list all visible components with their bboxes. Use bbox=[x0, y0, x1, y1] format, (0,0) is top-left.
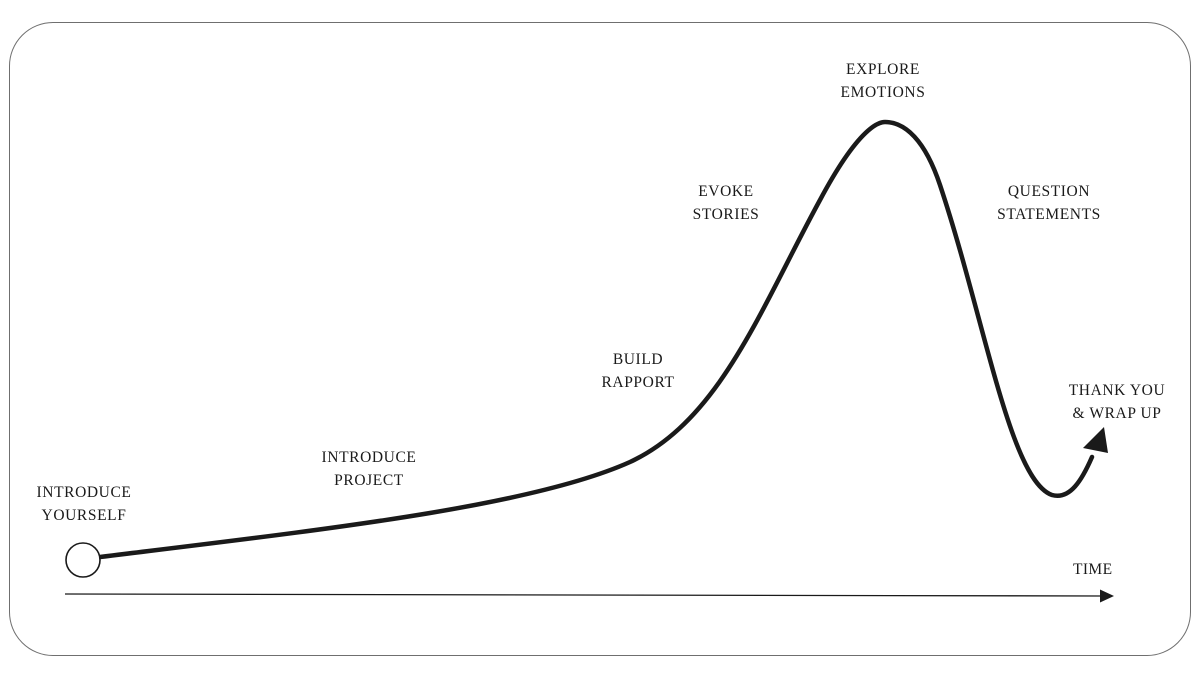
time-axis-line bbox=[64, 593, 1104, 597]
stage-thank-you-wrap-up: THANK YOU & WRAP UP bbox=[1069, 379, 1166, 425]
stage-question-statements: QUESTION STATEMENTS bbox=[997, 180, 1101, 226]
stage-line: INTRODUCE bbox=[321, 449, 417, 466]
start-circle bbox=[65, 542, 101, 578]
stage-evoke-stories: EVOKE STORIES bbox=[693, 180, 760, 226]
stage-explore-emotions: EXPLORE EMOTIONS bbox=[841, 58, 926, 104]
stage-introduce-project: INTRODUCE PROJECT bbox=[322, 446, 417, 492]
stage-build-rapport: BUILD RAPPORT bbox=[601, 348, 674, 394]
time-axis-label: TIME bbox=[1073, 561, 1113, 578]
stage-line: STATEMENTS bbox=[997, 206, 1101, 223]
curve-arrowhead bbox=[1083, 427, 1108, 453]
stage-introduce-yourself: INTRODUCE YOURSELF bbox=[37, 481, 132, 527]
stage-line: INTRODUCE bbox=[36, 484, 132, 501]
stage-line: EMOTIONS bbox=[840, 84, 926, 101]
interview-curve bbox=[97, 119, 1095, 560]
stage-line: RAPPORT bbox=[601, 374, 675, 391]
stage-line: & WRAP UP bbox=[1072, 405, 1162, 422]
stage-line: PROJECT bbox=[334, 472, 404, 489]
stage-line: EXPLORE bbox=[846, 61, 920, 78]
stage-line: THANK YOU bbox=[1068, 382, 1166, 399]
stage-line: STORIES bbox=[692, 206, 760, 223]
stage-line: YOURSELF bbox=[41, 507, 127, 524]
stage-line: BUILD bbox=[612, 351, 664, 368]
time-axis-arrowhead bbox=[1100, 589, 1114, 603]
stage-line: QUESTION bbox=[1007, 183, 1091, 200]
stage-line: EVOKE bbox=[698, 183, 754, 200]
diagram-frame bbox=[9, 22, 1191, 656]
